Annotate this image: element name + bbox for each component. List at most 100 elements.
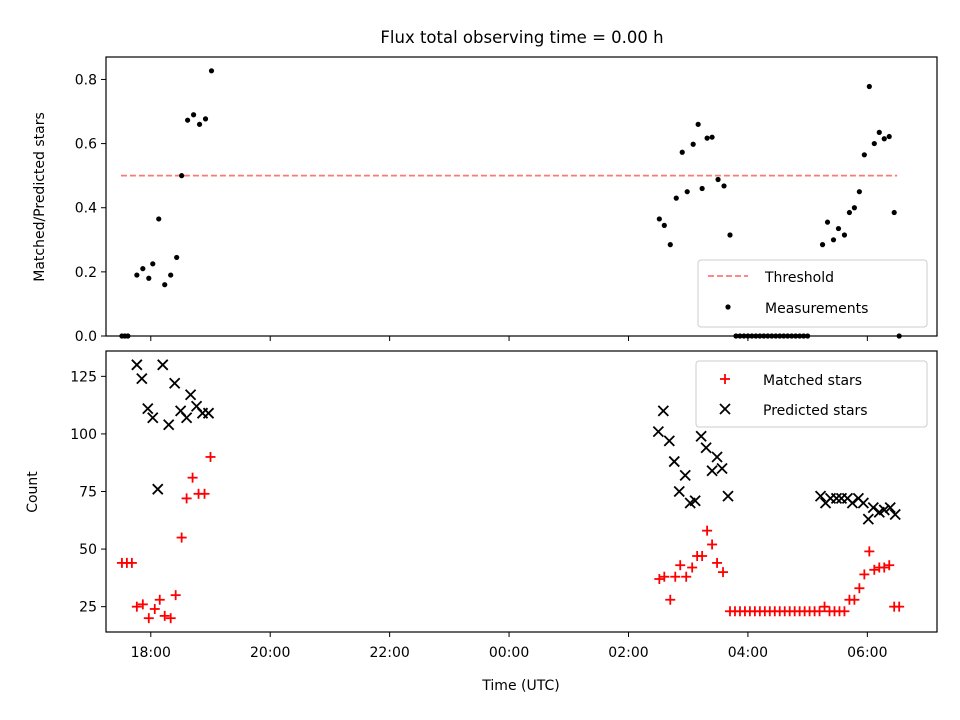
predicted-point [722,490,734,502]
matched-points [116,451,905,624]
bottom-x-tick-label: 18:00 [131,645,171,661]
matched-point [687,562,698,573]
predicted-point [202,407,215,419]
measurement-point [140,266,146,272]
matched-point [149,603,160,614]
matched-point [681,571,692,582]
predicted-legend-swatch [719,403,731,415]
predicted-point [184,389,197,401]
measurement-point [819,242,826,248]
bottom-x-tick-label: 00:00 [489,645,529,661]
matched-point [854,583,865,594]
measurement-point [174,254,180,261]
bottom-x-tick-label: 02:00 [608,645,648,661]
measurement-point [891,209,897,216]
threshold-legend-label: Threshold [764,270,834,286]
matched-point [819,601,830,612]
measurement-point [190,112,197,118]
measurement-point [150,261,156,267]
measurement-point [673,195,679,201]
predicted-point [180,412,193,424]
predicted-point [663,435,675,447]
matched-point [205,451,216,462]
matched-point [154,594,165,605]
bottom-legend: Matched stars Predicted stars [695,360,928,428]
bottom-panel: 25 50 75 100 125 18:00 20:00 22:00 00:00 02:00 04… [25,350,938,694]
measurement-point [661,222,667,228]
measurement-point [162,282,168,288]
predicted-point [889,508,901,521]
measurement-point [866,83,872,90]
matched-point [187,472,198,483]
measurement-point [851,205,857,211]
matched-point [718,567,729,578]
x-axis-label: Time (UTC) [481,678,559,694]
predicted-point [814,490,827,502]
measurement-point [861,152,867,158]
predicted-point [679,469,691,482]
matched-point [814,606,825,617]
figure-title: Flux total observing time = 0.00 h [380,28,663,47]
measurements-legend-label: Measurements [765,301,868,317]
top-legend: Threshold Measurements [697,259,928,328]
measurement-point [185,117,191,123]
predicted-point [706,465,718,477]
predicted-point [169,377,181,389]
bottom-x-tick-label: 04:00 [728,645,768,661]
matched-point [707,539,718,550]
matched-point [143,613,154,624]
predicted-point [878,504,890,516]
measurement-point [709,134,715,140]
measurement-point [699,185,705,192]
predicted-point [142,402,154,415]
top-y-ticks: 0.0 0.2 0.4 0.6 0.8 [75,72,106,345]
predicted-point [668,455,680,468]
measurement-point [886,133,892,140]
predicted-point [136,373,148,385]
measurement-point [690,141,696,147]
bottom-axes-frame [105,350,938,633]
bottom-y-tick-label: 125 [70,369,97,385]
matched-point [839,606,850,617]
measurement-point [202,116,209,122]
measurement-point [841,232,848,238]
matched-point [665,594,676,605]
matched-point [864,546,875,557]
measurement-point [846,209,853,216]
predicted-legend-label: Predicted stars [763,403,868,419]
matched-point [697,550,708,561]
measurement-point [876,129,882,135]
bottom-y-ticks: 25 50 75 100 125 [70,369,106,616]
predicted-point [711,451,723,463]
predicted-point [862,513,874,525]
measurement-point [134,272,140,278]
matched-point [165,613,176,624]
measurement-point [208,68,215,74]
predicted-point [657,405,669,417]
measurements-legend-swatch [725,304,731,310]
measurement-point [656,216,662,222]
measurement-point [830,237,837,243]
matched-point [199,488,210,499]
predicted-point [700,442,712,454]
predicted-points [131,359,901,525]
measurement-point [824,219,831,225]
measurement-point [856,189,862,195]
matched-point [884,560,895,571]
matched-point [702,525,713,536]
bottom-y-tick-label: 25 [79,600,97,616]
matched-point [659,571,670,582]
top-axes-frame [105,56,938,337]
predicted-point [846,497,859,509]
predicted-point [163,419,175,431]
measurement-point [196,121,203,127]
bottom-x-tick-label: 22:00 [369,645,409,661]
predicted-point [147,412,159,424]
measurement-point [871,140,877,147]
matched-point [879,562,890,573]
predicted-point [157,359,169,371]
measurement-point [667,242,673,248]
predicted-point [830,492,843,505]
matched-point [849,594,860,605]
